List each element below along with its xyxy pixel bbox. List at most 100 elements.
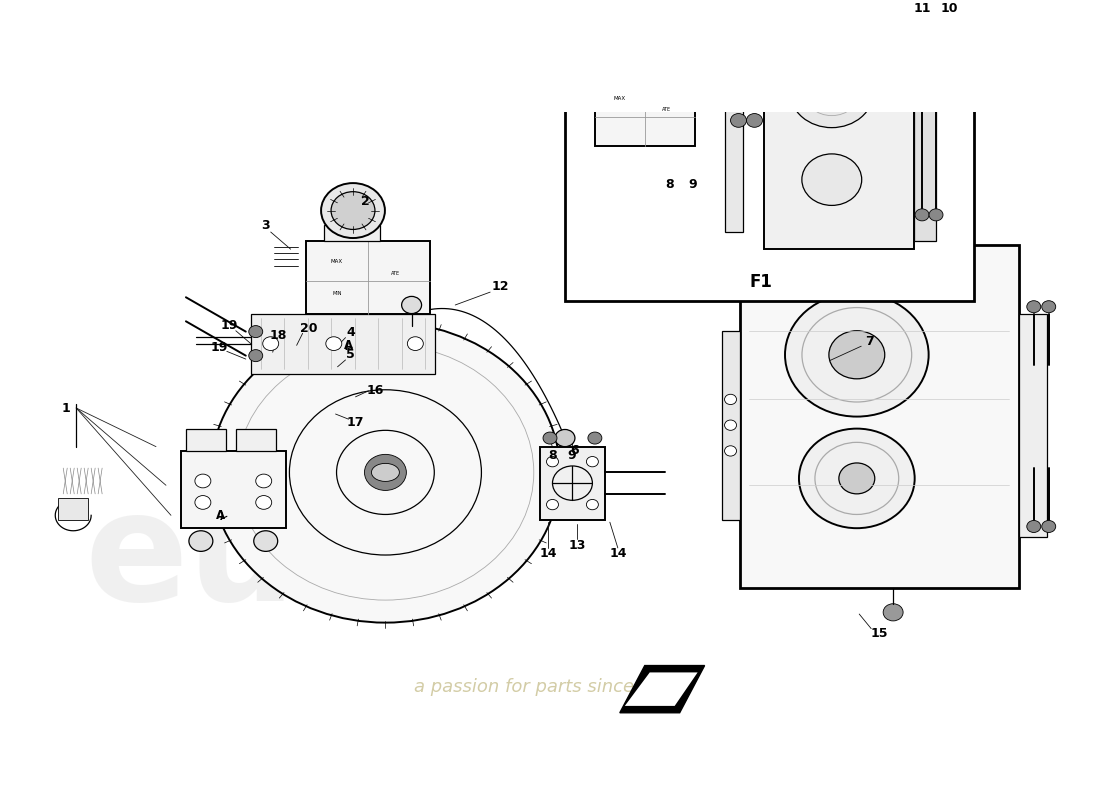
- Circle shape: [730, 114, 747, 127]
- Circle shape: [1042, 301, 1056, 313]
- Circle shape: [790, 55, 873, 128]
- Circle shape: [1026, 521, 1041, 533]
- Circle shape: [331, 192, 375, 230]
- Bar: [565, 0, 974, 301]
- Bar: [540, 446, 605, 520]
- Circle shape: [189, 530, 213, 551]
- Circle shape: [321, 183, 385, 238]
- Circle shape: [407, 337, 424, 350]
- Text: 8: 8: [666, 178, 674, 191]
- Text: A: A: [217, 509, 226, 522]
- Bar: [609, 68, 654, 82]
- Text: MAX: MAX: [331, 258, 343, 263]
- Text: 19: 19: [220, 319, 238, 332]
- Circle shape: [615, 42, 651, 74]
- Circle shape: [799, 429, 915, 528]
- Text: 2: 2: [361, 195, 370, 209]
- Text: F1: F1: [750, 273, 772, 291]
- Text: 9: 9: [689, 178, 697, 191]
- Bar: [739, 245, 1019, 588]
- Circle shape: [255, 495, 272, 510]
- Text: 10: 10: [940, 2, 958, 15]
- Text: MIN: MIN: [332, 290, 341, 296]
- Text: A: A: [344, 339, 353, 352]
- Text: 7: 7: [865, 335, 873, 349]
- Text: 16: 16: [366, 384, 384, 398]
- Text: 5: 5: [346, 348, 355, 362]
- Text: a passion for parts since 1985: a passion for parts since 1985: [414, 678, 686, 696]
- Circle shape: [915, 46, 930, 58]
- Text: 9: 9: [568, 449, 576, 462]
- Text: 17: 17: [346, 416, 364, 429]
- Circle shape: [254, 530, 277, 551]
- Bar: [725, 34, 742, 232]
- Circle shape: [402, 297, 421, 314]
- Polygon shape: [625, 673, 697, 706]
- Circle shape: [364, 454, 406, 490]
- Bar: [595, 82, 694, 146]
- Circle shape: [915, 209, 930, 221]
- Circle shape: [605, 34, 661, 82]
- Text: euro: euro: [85, 484, 477, 633]
- Text: 8: 8: [549, 449, 558, 462]
- Circle shape: [586, 457, 598, 467]
- Circle shape: [725, 394, 737, 405]
- Ellipse shape: [372, 463, 399, 482]
- Circle shape: [255, 474, 272, 488]
- Circle shape: [785, 293, 928, 417]
- Circle shape: [829, 330, 884, 379]
- Circle shape: [326, 337, 342, 350]
- Circle shape: [725, 446, 737, 456]
- Circle shape: [547, 499, 559, 510]
- Circle shape: [725, 420, 737, 430]
- Circle shape: [543, 432, 557, 444]
- Bar: [1019, 314, 1047, 537]
- Circle shape: [195, 474, 211, 488]
- Bar: [186, 430, 225, 451]
- Text: 13: 13: [569, 539, 585, 552]
- Bar: [914, 26, 936, 241]
- Text: 19: 19: [210, 341, 228, 354]
- Text: 4: 4: [346, 326, 355, 339]
- Bar: [324, 225, 381, 241]
- Circle shape: [211, 322, 560, 622]
- Circle shape: [1026, 301, 1041, 313]
- Circle shape: [586, 499, 598, 510]
- Text: 12: 12: [492, 281, 509, 294]
- Text: 18: 18: [270, 329, 287, 342]
- Polygon shape: [619, 666, 705, 713]
- Bar: [722, 330, 739, 520]
- Circle shape: [930, 46, 943, 58]
- Circle shape: [839, 463, 875, 494]
- Text: 14: 14: [539, 547, 557, 561]
- Circle shape: [747, 114, 762, 127]
- Circle shape: [930, 209, 943, 221]
- Text: 20: 20: [300, 322, 318, 334]
- Bar: [180, 451, 286, 528]
- Text: MAX: MAX: [614, 96, 626, 101]
- Circle shape: [249, 350, 263, 362]
- Text: ATE: ATE: [390, 271, 400, 276]
- Bar: [58, 498, 88, 520]
- Bar: [235, 430, 276, 451]
- Circle shape: [547, 457, 559, 467]
- Text: 3: 3: [262, 218, 270, 232]
- Bar: [251, 314, 436, 374]
- Circle shape: [195, 495, 211, 510]
- Circle shape: [556, 430, 575, 446]
- Text: 11: 11: [913, 2, 931, 15]
- Text: 1: 1: [62, 402, 70, 414]
- Circle shape: [883, 604, 903, 621]
- Circle shape: [249, 326, 263, 338]
- Circle shape: [802, 154, 861, 206]
- Text: 14: 14: [609, 547, 627, 561]
- Text: ATE: ATE: [662, 106, 671, 112]
- Bar: [306, 241, 430, 314]
- Circle shape: [263, 337, 278, 350]
- Text: 15: 15: [870, 627, 888, 640]
- Text: 6: 6: [571, 445, 580, 458]
- Circle shape: [587, 432, 602, 444]
- Circle shape: [1042, 521, 1056, 533]
- Text: 2: 2: [632, 0, 641, 2]
- Bar: [764, 18, 914, 249]
